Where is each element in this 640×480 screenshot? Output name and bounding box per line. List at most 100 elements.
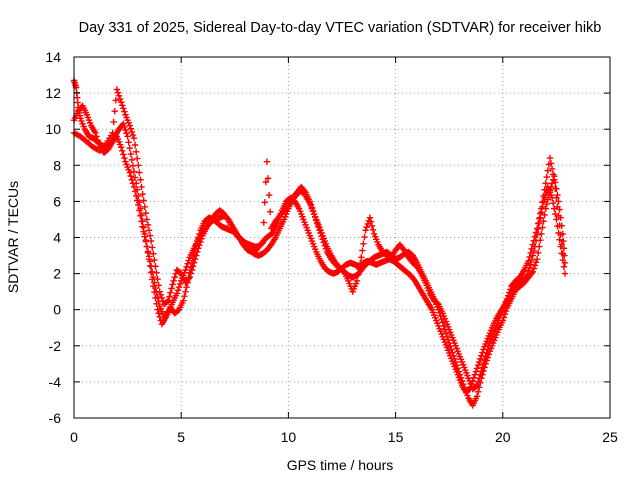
data-point <box>135 162 142 169</box>
data-point <box>321 242 329 249</box>
data-point <box>552 210 559 218</box>
data-point <box>170 277 177 285</box>
data-point <box>539 199 546 206</box>
data-point <box>530 265 538 272</box>
data-point <box>471 371 479 378</box>
data-point <box>539 224 546 231</box>
data-point <box>138 183 145 191</box>
data-point <box>473 365 481 372</box>
data-point <box>536 243 543 250</box>
data-point <box>540 192 547 200</box>
data-point <box>176 280 184 288</box>
data-point <box>194 248 201 256</box>
data-point <box>363 223 370 231</box>
data-point <box>561 270 569 277</box>
data-point <box>453 362 460 369</box>
x-tick-label: 25 <box>602 429 618 445</box>
data-point <box>157 291 165 299</box>
data-point <box>313 217 320 224</box>
data-point <box>168 285 175 292</box>
data-point <box>549 200 557 207</box>
data-point <box>549 171 557 178</box>
data-point <box>128 128 136 136</box>
data-point <box>174 287 182 294</box>
data-point <box>142 209 150 217</box>
data-point <box>459 380 467 388</box>
data-point <box>182 288 189 295</box>
data-point <box>362 227 369 234</box>
data-point <box>555 212 562 220</box>
data-point <box>542 180 549 187</box>
data-point <box>144 221 152 229</box>
data-point <box>312 213 319 221</box>
data-point <box>95 140 102 147</box>
data-point <box>187 270 195 277</box>
data-point <box>446 339 453 347</box>
data-point <box>555 198 562 205</box>
data-points <box>70 77 569 409</box>
data-point <box>473 393 481 400</box>
data-point <box>186 274 193 281</box>
data-point <box>309 207 317 215</box>
data-point <box>114 89 122 96</box>
data-point <box>116 95 124 103</box>
data-point <box>541 211 548 219</box>
data-point <box>534 220 542 227</box>
data-point <box>136 169 143 176</box>
data-point <box>224 214 231 222</box>
data-point <box>473 382 481 389</box>
data-point <box>193 252 200 259</box>
data-point <box>112 97 120 104</box>
data-point <box>183 263 190 271</box>
data-point <box>137 212 144 220</box>
data-point <box>121 108 128 115</box>
data-point <box>94 136 101 144</box>
data-point <box>143 243 151 250</box>
data-point <box>315 223 322 230</box>
data-point <box>109 129 116 137</box>
data-point <box>115 92 123 100</box>
y-tick-label: 2 <box>53 266 61 282</box>
data-point <box>121 154 128 162</box>
data-point <box>169 281 176 288</box>
data-point <box>470 374 478 382</box>
data-point <box>359 247 366 254</box>
data-point <box>357 260 364 267</box>
data-point <box>140 228 147 235</box>
data-point <box>120 120 127 127</box>
data-point <box>185 257 192 264</box>
data-point <box>477 371 484 378</box>
data-point <box>479 364 486 371</box>
data-point <box>540 218 547 225</box>
data-point <box>183 283 190 291</box>
data-point <box>317 229 324 237</box>
data-point <box>198 235 205 243</box>
data-point <box>525 267 532 275</box>
data-point <box>184 260 191 267</box>
y-tick-label: -2 <box>49 338 62 354</box>
data-point <box>130 135 138 142</box>
data-point <box>449 349 456 356</box>
data-point <box>552 185 559 192</box>
data-point <box>360 240 367 248</box>
y-axis-label: SDTVAR / TECUs <box>5 181 21 293</box>
data-point <box>545 191 553 199</box>
data-point <box>166 293 173 300</box>
x-tick-label: 0 <box>70 429 78 445</box>
data-point <box>140 197 147 204</box>
data-point <box>127 150 135 158</box>
data-point <box>484 346 491 353</box>
data-point <box>308 204 316 211</box>
data-point <box>125 139 132 146</box>
data-point <box>440 322 448 330</box>
data-point <box>531 262 539 269</box>
data-point <box>478 367 485 375</box>
data-point <box>164 298 171 305</box>
data-point <box>151 279 158 286</box>
data-point <box>173 290 181 297</box>
data-point <box>153 269 160 276</box>
data-point <box>137 176 144 183</box>
data-point <box>93 133 100 140</box>
data-point <box>556 236 563 243</box>
